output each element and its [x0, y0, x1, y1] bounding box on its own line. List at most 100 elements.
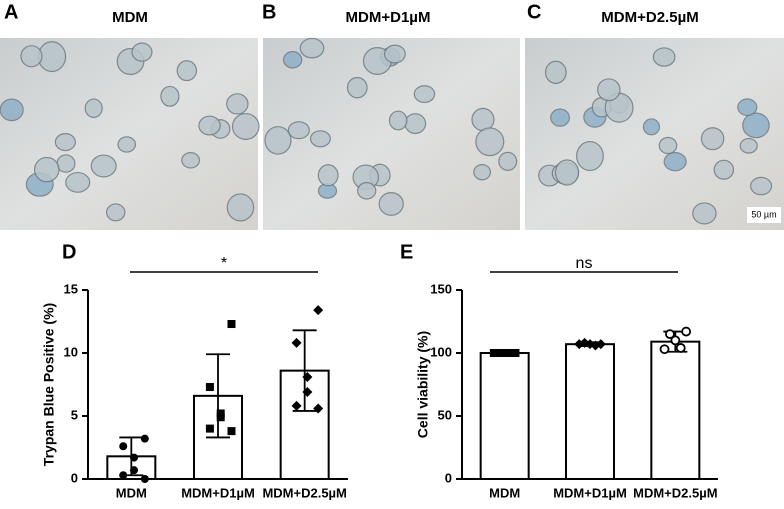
point — [675, 343, 686, 353]
y-tick-label: 100 — [430, 344, 452, 359]
cell — [475, 127, 505, 157]
cell — [737, 98, 758, 117]
point — [659, 344, 670, 355]
cell — [576, 140, 604, 172]
x-tick-label: MDM+D1µM — [553, 485, 627, 500]
cell — [550, 108, 570, 127]
cell — [388, 110, 408, 131]
point — [291, 400, 302, 411]
panel-label: D — [62, 241, 76, 263]
point — [216, 413, 225, 422]
cell — [663, 152, 687, 172]
point — [119, 442, 128, 451]
cell — [346, 76, 368, 99]
cell — [117, 136, 137, 153]
cell — [0, 98, 24, 122]
panel-label: B — [262, 1, 276, 23]
cell — [65, 171, 91, 193]
point — [302, 371, 313, 382]
cell — [299, 37, 325, 59]
panel-label: A — [4, 1, 18, 23]
cell — [181, 152, 201, 169]
cell — [56, 154, 76, 173]
point — [500, 349, 509, 357]
y-tick-label: 50 — [438, 407, 452, 422]
point — [227, 320, 236, 329]
bar — [479, 352, 530, 480]
point — [130, 466, 139, 475]
point — [495, 349, 504, 357]
point — [681, 326, 692, 337]
point — [313, 305, 324, 316]
cell — [471, 107, 495, 132]
cell — [226, 193, 255, 222]
y-axis-label: Trypan Blue Positive (%) — [41, 303, 57, 466]
scale-bar-label: 50 µm — [751, 209, 776, 219]
x-tick-label: MDM+D2.5µM — [262, 485, 346, 500]
cell — [473, 163, 492, 181]
cell — [642, 118, 661, 136]
cell — [713, 159, 735, 180]
y-tick-label: 10 — [64, 344, 78, 359]
y-tick-label: 0 — [445, 470, 452, 485]
x-tick-label: MDM+D1µM — [181, 485, 255, 500]
bar — [565, 343, 615, 480]
panel-title: MDM+D2.5µM — [601, 9, 698, 26]
cell — [544, 60, 567, 84]
cell — [554, 159, 580, 186]
point — [665, 329, 675, 340]
cell — [692, 202, 717, 225]
cell — [105, 203, 126, 222]
panel-title: MDM+D1µM — [346, 9, 431, 26]
x-tick-label: MDM — [116, 485, 147, 500]
cell — [750, 176, 773, 196]
cell — [413, 85, 436, 104]
cell — [700, 127, 725, 151]
point — [130, 453, 139, 462]
cell — [33, 156, 60, 183]
point — [511, 349, 520, 357]
point — [205, 424, 214, 433]
cell — [742, 112, 770, 139]
point — [140, 434, 149, 443]
point — [590, 340, 601, 351]
point — [291, 337, 302, 348]
panel-label: E — [400, 241, 413, 263]
y-tick-label: 15 — [64, 281, 78, 296]
point — [574, 339, 585, 350]
point — [119, 471, 128, 480]
cell — [226, 93, 249, 115]
y-axis-label: Cell viability (%) — [415, 331, 431, 438]
cell — [317, 164, 339, 187]
y-tick-label: 0 — [71, 470, 78, 485]
cell — [739, 137, 758, 154]
cell — [378, 191, 404, 216]
y-tick-label: 150 — [430, 281, 452, 296]
cell — [131, 42, 153, 62]
panel-title: MDM — [112, 9, 148, 26]
scale-bar-box — [747, 207, 781, 223]
bar — [650, 340, 701, 480]
panel-label: C — [527, 1, 541, 23]
cell — [597, 78, 621, 102]
point — [227, 427, 236, 436]
cell — [658, 136, 678, 155]
significance-label: ns — [576, 255, 593, 272]
cell — [231, 112, 260, 140]
cell — [84, 98, 103, 118]
cell — [54, 133, 76, 152]
cell — [652, 47, 676, 67]
cell — [498, 151, 518, 171]
cell — [20, 45, 43, 68]
point — [506, 349, 515, 357]
cell — [282, 51, 303, 69]
point — [302, 387, 313, 398]
cell — [176, 60, 198, 82]
cell — [383, 44, 406, 64]
x-tick-label: MDM+D2.5µM — [633, 485, 717, 500]
x-tick-label: MDM — [489, 485, 520, 500]
point — [205, 383, 214, 392]
cell — [287, 121, 310, 140]
point — [670, 335, 681, 346]
